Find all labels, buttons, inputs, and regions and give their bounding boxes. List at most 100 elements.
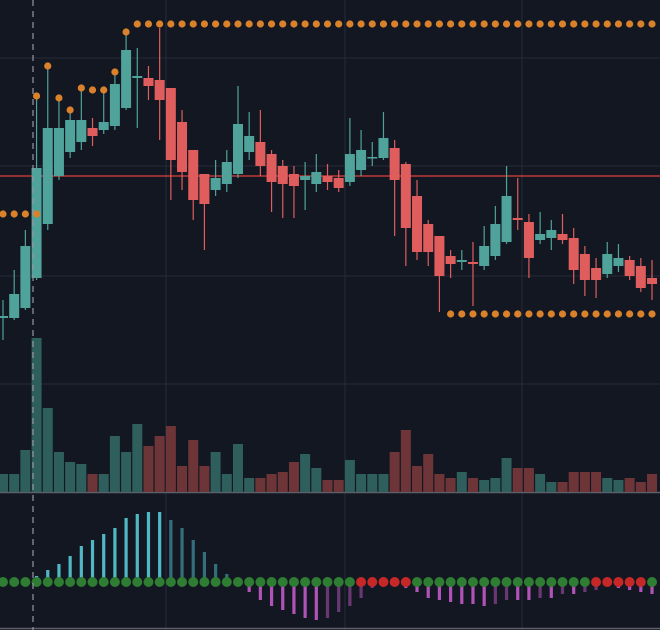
level-dot xyxy=(648,20,656,28)
volume-bar xyxy=(121,452,132,492)
volume-bar xyxy=(165,426,176,492)
level-dot xyxy=(626,20,634,28)
squeeze-dot xyxy=(154,577,165,587)
oscillator-bar xyxy=(359,582,363,598)
volume-bar xyxy=(378,474,389,492)
candle-body xyxy=(277,166,288,184)
pivot-marker xyxy=(55,94,63,102)
squeeze-dot xyxy=(423,577,434,587)
squeeze-dot xyxy=(467,577,478,587)
volume-bar xyxy=(9,474,20,492)
candle-body xyxy=(412,196,423,252)
oscillator-bar xyxy=(169,520,173,582)
level-dot xyxy=(267,20,276,28)
volume-bar xyxy=(87,474,98,492)
squeeze-dot xyxy=(277,577,288,587)
squeeze-dot xyxy=(434,577,445,587)
oscillator-bar xyxy=(426,582,430,598)
volume-bar xyxy=(255,478,266,492)
squeeze-dot xyxy=(143,577,154,587)
volume-bar xyxy=(53,452,64,492)
level-dot xyxy=(156,20,164,28)
candle-body xyxy=(423,224,434,252)
level-dot xyxy=(603,20,611,28)
candle-body xyxy=(9,294,20,318)
candle-body xyxy=(266,154,277,182)
level-dot xyxy=(469,20,477,28)
volume-bar xyxy=(412,466,423,492)
level-dot xyxy=(570,20,578,28)
squeeze-dot xyxy=(479,577,490,587)
volume-bar xyxy=(31,338,42,492)
squeeze-dot xyxy=(311,577,322,587)
level-dot xyxy=(424,20,432,28)
level-dot xyxy=(547,310,555,318)
oscillator-bar xyxy=(325,582,330,618)
candle-body xyxy=(65,120,76,152)
volume-bar xyxy=(0,474,8,492)
volume-bar xyxy=(311,468,322,492)
level-dot xyxy=(447,20,455,28)
oscillator-bar xyxy=(292,582,296,614)
candle-body xyxy=(31,168,42,278)
volume-bar xyxy=(98,474,109,492)
oscillator-bar xyxy=(471,582,475,604)
oscillator-bar xyxy=(560,582,565,594)
volume-bar xyxy=(344,460,355,492)
level-dot xyxy=(256,20,264,28)
squeeze-dot xyxy=(624,577,635,587)
candle-body xyxy=(143,78,154,86)
level-dot xyxy=(458,20,466,28)
volume-bar xyxy=(221,474,232,492)
level-dot xyxy=(144,20,153,28)
volume-bar xyxy=(602,478,613,492)
volume-bar xyxy=(188,440,199,492)
level-dot xyxy=(189,20,197,28)
level-dot xyxy=(491,310,499,318)
level-dot xyxy=(637,310,645,318)
volume-bar xyxy=(389,452,400,492)
oscillator-bar xyxy=(549,582,553,598)
volume-bar xyxy=(479,480,490,492)
level-dot xyxy=(223,20,231,28)
level-dot xyxy=(614,20,623,28)
level-dot xyxy=(536,310,544,318)
volume-bar xyxy=(557,482,568,492)
candle-body xyxy=(42,128,53,224)
level-dot xyxy=(603,310,611,318)
squeeze-dot xyxy=(0,577,8,587)
candle-body xyxy=(109,84,120,126)
volume-bar xyxy=(154,436,165,492)
level-dot xyxy=(245,20,253,28)
level-dot xyxy=(447,310,455,318)
squeeze-dot xyxy=(76,577,87,587)
volume-bar xyxy=(333,480,344,492)
level-dot xyxy=(391,20,399,28)
level-dot xyxy=(536,20,544,28)
squeeze-dot xyxy=(400,577,411,587)
level-dot xyxy=(413,20,421,28)
oscillator-bar xyxy=(102,534,106,582)
level-dot xyxy=(200,20,209,28)
oscillator-bar xyxy=(482,582,486,606)
level-dot xyxy=(637,20,645,28)
candle-body xyxy=(467,262,478,264)
squeeze-dot xyxy=(557,577,568,587)
squeeze-dot xyxy=(65,577,76,587)
candle-body xyxy=(232,124,243,174)
squeeze-dot xyxy=(333,577,344,587)
level-dot xyxy=(525,20,533,28)
pivot-marker xyxy=(44,62,52,70)
candle-body xyxy=(523,222,534,258)
level-dot xyxy=(480,20,488,28)
pivot-marker xyxy=(88,86,97,94)
oscillator-bar xyxy=(113,528,117,582)
candle-body xyxy=(188,150,199,200)
volume-bar xyxy=(132,424,143,492)
squeeze-dot xyxy=(501,577,512,587)
oscillator-bar xyxy=(650,582,654,594)
oscillator-bar xyxy=(68,556,72,582)
squeeze-dot xyxy=(121,577,132,587)
level-dot xyxy=(323,20,332,28)
